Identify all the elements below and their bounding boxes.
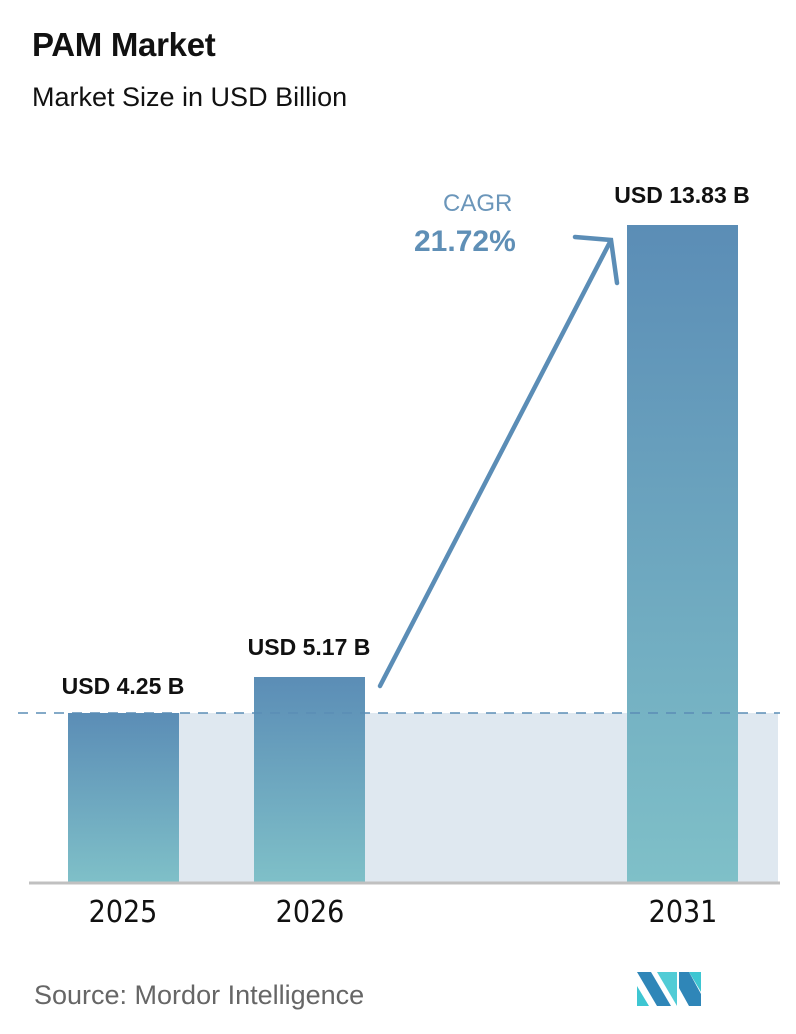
bar-2026 <box>254 677 365 883</box>
value-label-2026: USD 5.17 B <box>247 634 371 660</box>
x-tick-2025: 2025 <box>88 895 158 930</box>
bar-2031 <box>627 225 738 883</box>
x-tick-2031: 2031 <box>648 895 718 930</box>
cagr-arrow-icon <box>377 234 620 689</box>
cagr-label: CAGR <box>443 190 513 217</box>
source-text: Source: Mordor Intelligence <box>34 980 365 1010</box>
mordor-intelligence-logo-icon <box>637 972 701 1006</box>
bar-2025 <box>68 713 179 883</box>
x-tick-2026: 2026 <box>275 895 345 930</box>
cagr-value: 21.72% <box>414 225 516 258</box>
chart-subtitle: Market Size in USD Billion <box>32 82 348 112</box>
value-label-2031: USD 13.83 B <box>614 182 750 208</box>
value-label-2025: USD 4.25 B <box>61 673 185 699</box>
chart-title: PAM Market <box>32 26 216 63</box>
